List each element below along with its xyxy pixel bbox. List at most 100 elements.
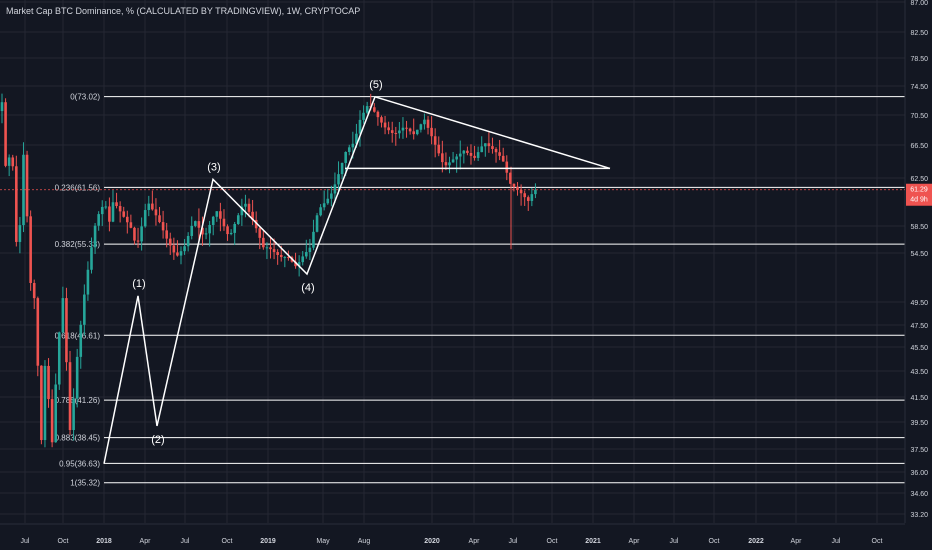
wave-drawings[interactable] [103,96,611,464]
candle-body [530,194,534,201]
candle-body [426,119,430,128]
candle-body [93,225,97,248]
candle-body [398,130,401,134]
price-tick-label: 36.00 [910,470,928,477]
candle-body [190,225,194,236]
candle-body [308,247,312,253]
price-tick-label: 87.00 [910,0,928,7]
time-tick-label: Aug [358,538,371,545]
candle-body [412,131,415,135]
price-tick-label: 58.50 [910,224,928,231]
candle-body [355,133,358,144]
candle-body [4,102,7,166]
candle-body [297,262,301,267]
time-tick-label: Oct [222,538,233,545]
price-tick-label: 78.50 [910,56,928,63]
candle-body [451,159,455,163]
candle-body [50,399,54,443]
candle-body [122,211,126,217]
wave-label: (4) [301,282,314,294]
candle-body [337,174,340,185]
candle-body [97,214,100,226]
elliott-wave-path[interactable] [103,96,376,464]
wave-labels: (1) (2) (3) (4) (5) [132,79,382,446]
candle-body [501,155,505,162]
candle-body [118,206,122,212]
candle-body [344,151,347,163]
candle-body [194,221,197,226]
fib-retracement[interactable]: 0(73.02) 0.236(61.56) 0.382(55.33) 0.618(46… [55,93,905,488]
candle-body [534,189,537,195]
candle-body [473,155,476,158]
time-tick-label: Oct [58,538,69,545]
candle-body [129,222,133,228]
candle-body [40,365,43,441]
candle-body [108,206,111,222]
candle-body [283,257,287,259]
candle-body [491,146,494,149]
candle-body [519,189,523,194]
candle-body [462,150,466,154]
candle-body [147,203,151,211]
candle-body [458,153,462,157]
candle-body [444,162,448,166]
candle-body [315,215,319,232]
price-tick-label: 34.60 [910,491,928,498]
time-tick-label: 2019 [260,538,276,545]
candle-body [65,298,68,363]
fib-level-label: 0.618(46.61) [55,331,101,340]
candle-body [294,261,297,267]
candle-body [104,206,108,208]
candle-body [254,219,258,229]
candle-body [57,332,61,385]
candle-body [86,269,90,295]
candle-body [487,143,491,147]
price-badge: 61.29 4d 9h [0,183,932,206]
candle-body [523,193,526,198]
candle-body [100,206,104,215]
candle-body [29,216,32,283]
candle-body [394,132,398,134]
time-tick-label: Jul [670,538,679,545]
candle-body [469,152,473,156]
time-tick-label: 2022 [748,538,764,545]
candle-body [83,294,86,325]
candle-body [22,154,25,226]
wave-label: (2) [151,434,164,446]
candle-body [405,127,408,129]
candle-body [312,231,315,248]
candle-body [340,162,344,175]
time-tick-label: May [316,538,330,545]
candle-body [7,157,11,166]
candle-body [36,298,40,366]
candle-body [208,224,211,234]
time-tick-label: Oct [547,538,558,545]
candle-body [197,221,201,228]
wave-label: (1) [132,278,145,290]
candle-body [168,238,172,246]
candle-body [526,197,530,201]
candle-body [269,247,272,250]
candle-body [244,203,247,207]
candle-body [247,203,251,212]
candle-body [240,206,244,216]
time-tick-label: Jul [509,538,518,545]
candle-body [15,166,18,242]
price-badge-box [906,183,932,206]
candle-body [172,245,176,253]
candle-body [401,127,405,131]
candle-body [158,215,161,223]
candle-body [437,144,441,154]
time-axis[interactable]: Jul Oct 2018 Apr Jul Oct 2019 May Aug 2020 Apr Jul O… [0,523,905,545]
candle-body [79,324,83,357]
triangle-upper-trendline[interactable] [374,96,611,170]
candle-body [54,384,57,443]
price-axis[interactable]: 87.00 82.50 78.50 74.50 70.50 66.50 62.50 58.50… [904,0,928,523]
price-tick-label: 62.50 [910,176,928,183]
time-tick-label: Oct [872,538,883,545]
candle-body [72,398,75,431]
price-tick-label: 47.50 [910,323,928,330]
time-tick-label: Jul [832,538,841,545]
price-tick-label: 37.50 [910,447,928,454]
